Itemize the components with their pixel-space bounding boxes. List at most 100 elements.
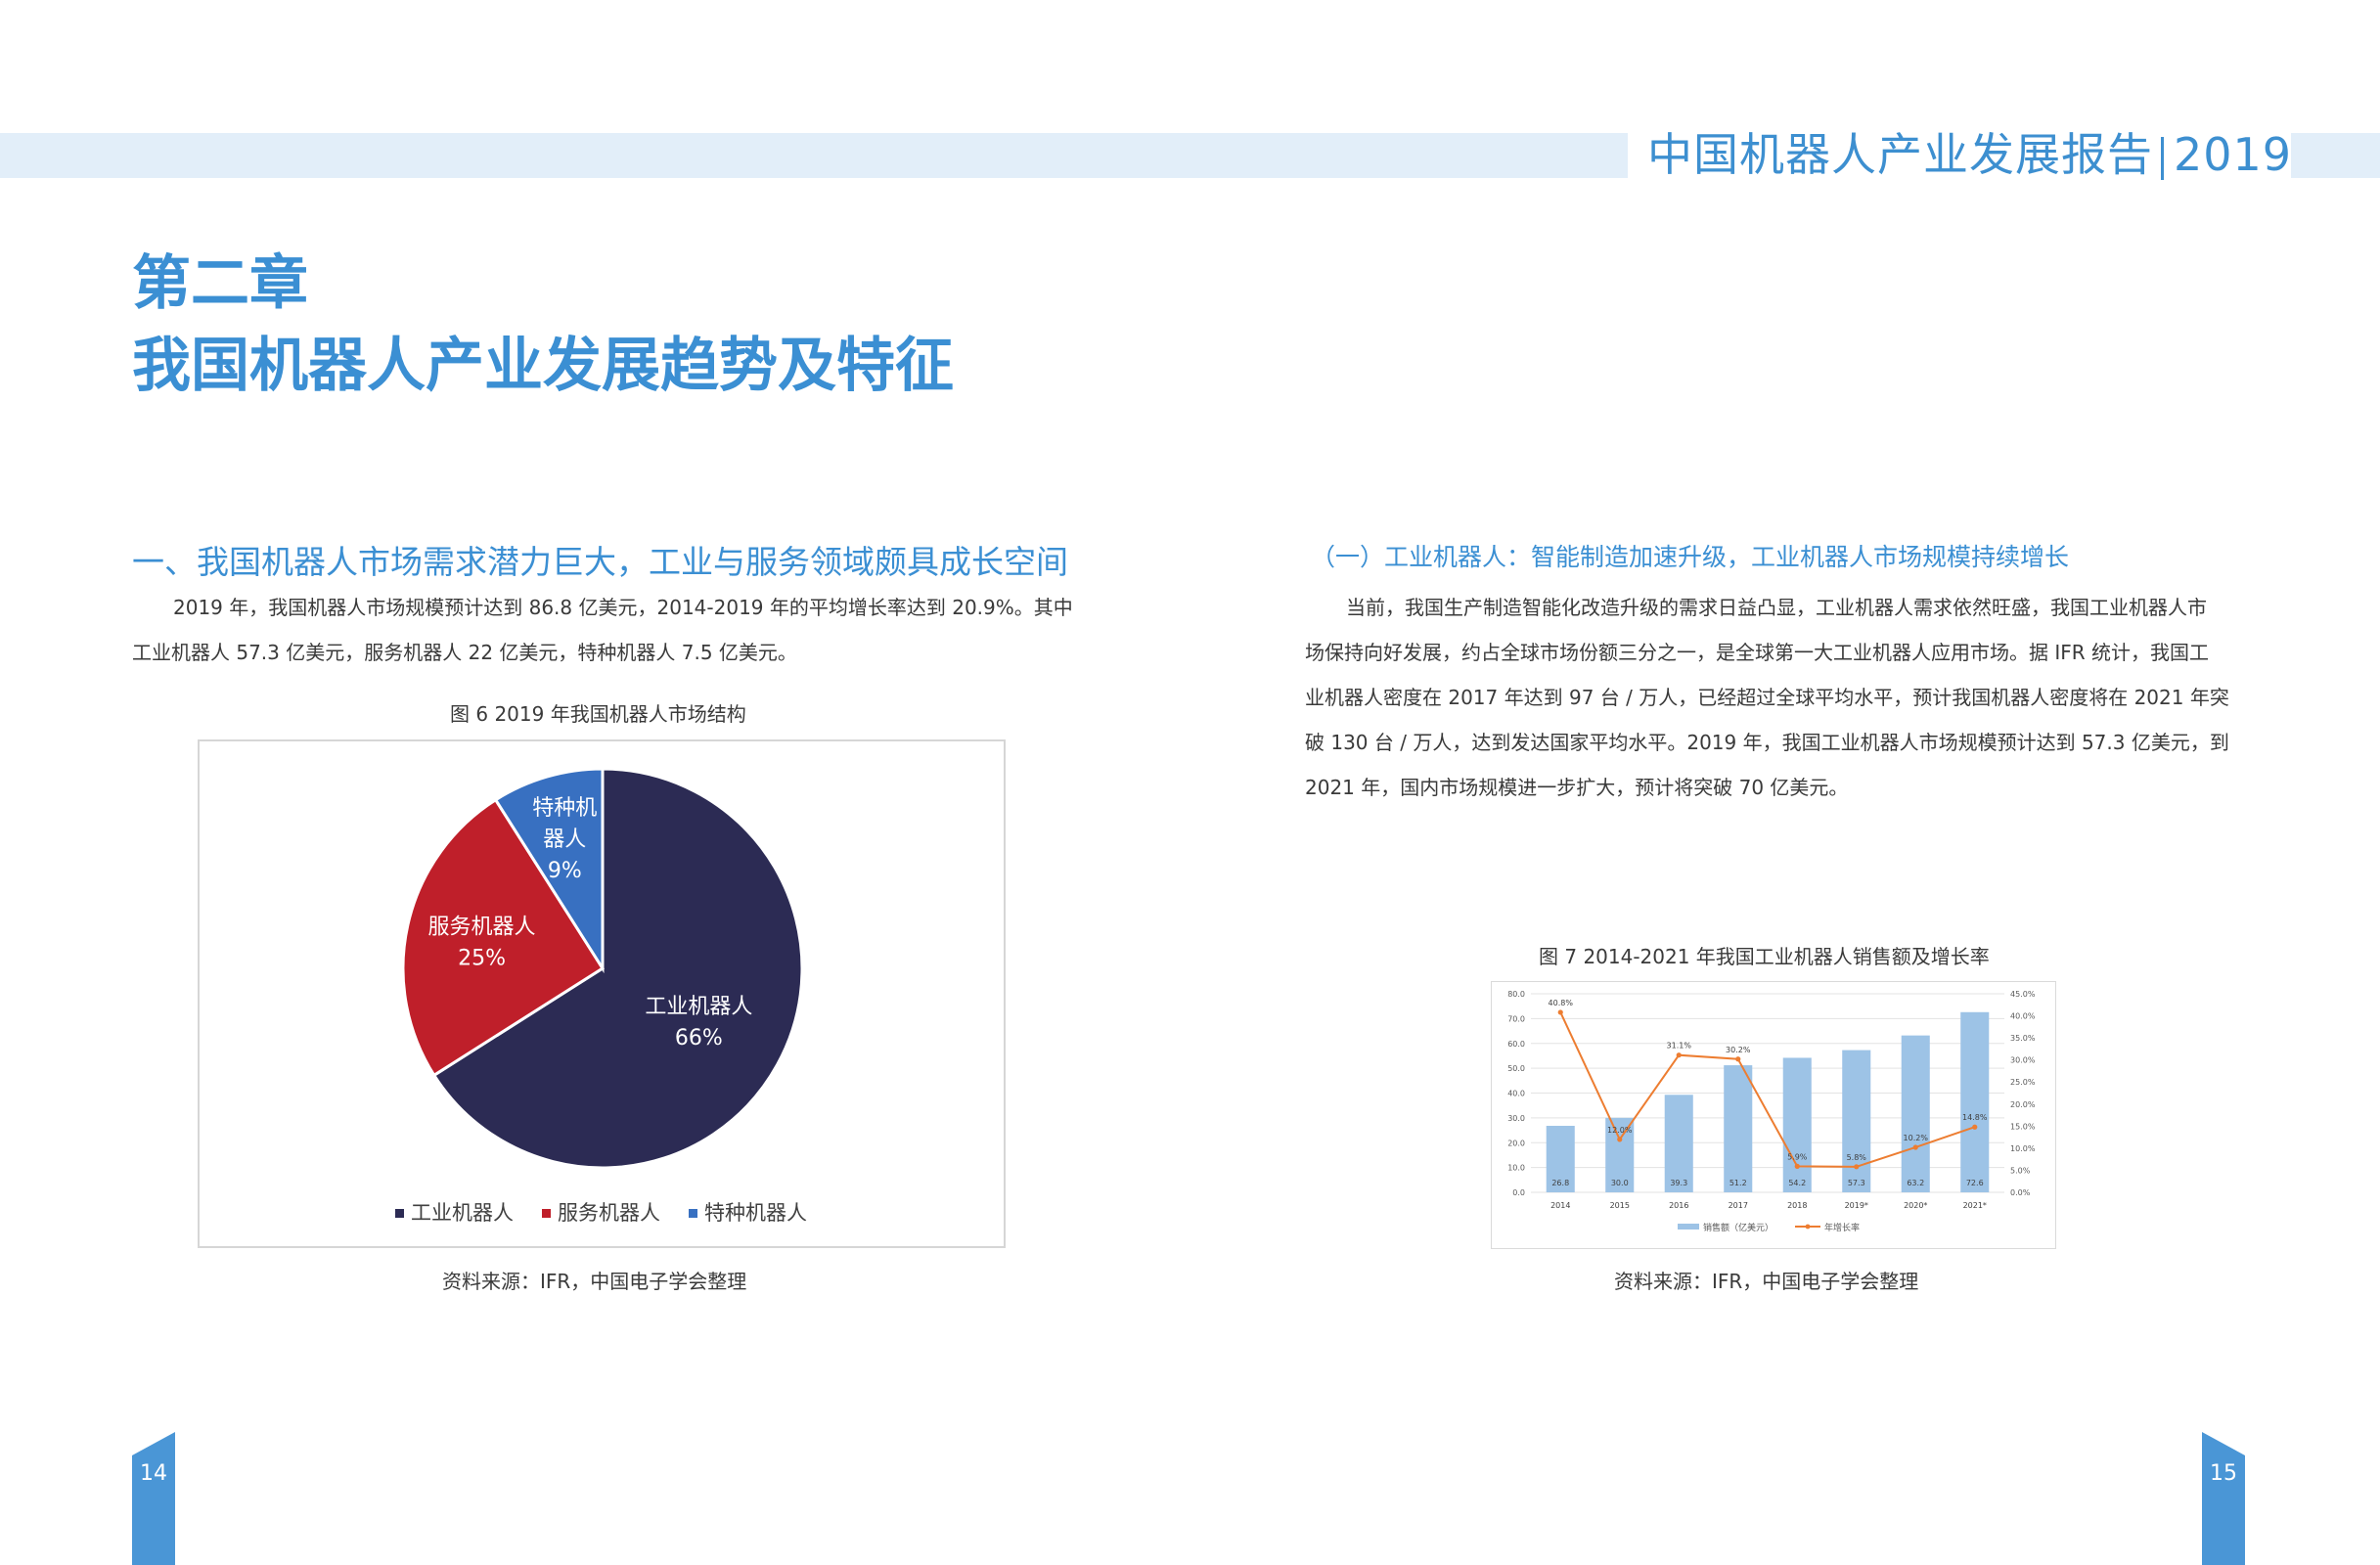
y-right-tick: 0.0% — [2010, 1188, 2031, 1197]
y-right-tick: 40.0% — [2010, 1012, 2036, 1021]
header-gap — [1628, 127, 2291, 184]
figure-6-source: 资料来源：IFR，中国电子学会整理 — [442, 1270, 747, 1293]
bar-value-label: 26.8 — [1551, 1179, 1569, 1187]
y-right-tick: 10.0% — [2010, 1144, 2036, 1153]
pie-pct-label: 25% — [458, 946, 506, 970]
legend-label: 年增长率 — [1824, 1222, 1860, 1233]
paragraph-line: 工业机器人 57.3 亿美元，服务机器人 22 亿美元，特种机器人 7.5 亿美… — [132, 641, 797, 664]
x-tick-label: 2018 — [1787, 1201, 1807, 1210]
bar — [1664, 1095, 1693, 1192]
chapter-number: 第二章 — [132, 249, 308, 318]
page-number-left: 14 — [140, 1461, 167, 1486]
legend-swatch — [395, 1209, 404, 1218]
legend-label: 销售额（亿美元） — [1703, 1222, 1774, 1233]
y-left-tick: 50.0 — [1507, 1064, 1525, 1073]
x-tick-label: 2020* — [1904, 1201, 1927, 1210]
pie-slice-label: 工业机器人 — [645, 995, 752, 1019]
y-left-tick: 20.0 — [1507, 1139, 1525, 1147]
bar-value-label: 63.2 — [1907, 1179, 1924, 1187]
y-left-tick: 60.0 — [1507, 1040, 1525, 1049]
x-tick-label: 2015 — [1610, 1201, 1630, 1210]
bar-value-label: 54.2 — [1788, 1179, 1806, 1187]
legend-label: 服务机器人 — [558, 1201, 660, 1225]
y-left-tick: 80.0 — [1507, 990, 1525, 999]
bar-value-label: 72.6 — [1966, 1179, 1984, 1187]
pie-slice — [493, 767, 605, 974]
bar — [1605, 1117, 1635, 1192]
x-tick-label: 2014 — [1550, 1201, 1570, 1210]
pie-pct-label: 66% — [675, 1026, 723, 1051]
bar-value-label: 57.3 — [1848, 1179, 1865, 1187]
y-left-tick: 70.0 — [1507, 1014, 1525, 1023]
growth-label: 5.9% — [1787, 1152, 1808, 1161]
bar-line-chart: 26.8 30.0 39.3 51.2 54.2 57.3 63.2 72.6 40.8% 12… — [1507, 990, 2036, 1233]
growth-label: 12.0% — [1607, 1126, 1633, 1135]
legend-marker — [1805, 1224, 1811, 1230]
y-left-tick: 40.0 — [1507, 1090, 1525, 1098]
figure-6-caption: 图 6 2019 年我国机器人市场结构 — [450, 702, 746, 726]
growth-point — [1617, 1137, 1623, 1142]
left-paragraph: 2019 年，我国机器人市场规模预计达到 86.8 亿美元，2014-2019 … — [132, 585, 1073, 675]
y-left-tick: 30.0 — [1507, 1114, 1525, 1123]
pie-chart-frame: 工业机器人 66% 服务机器人 25% 特种机 器人 9% 工业机器人 服务机器人 特种机器人 — [198, 739, 1006, 1248]
bar-value-label: 30.0 — [1611, 1179, 1629, 1187]
title-separator — [2161, 136, 2164, 180]
y-right-tick: 5.0% — [2010, 1166, 2031, 1175]
paragraph-line: 2021 年，国内市场规模进一步扩大，预计将突破 70 亿美元。 — [1305, 776, 1849, 799]
report-year: 2019 — [2174, 128, 2293, 181]
growth-point — [1912, 1144, 1918, 1150]
pie-slice-label: 服务机器人 — [428, 915, 536, 939]
paragraph-line: 当前，我国生产制造智能化改造升级的需求日益凸显，工业机器人需求依然旺盛，我国工业… — [1346, 596, 2207, 619]
bar — [1960, 1011, 1990, 1192]
x-tick-label: 2016 — [1669, 1201, 1688, 1210]
growth-point — [1676, 1052, 1682, 1058]
paragraph-line: 场保持向好发展，约占全球市场份额三分之一，是全球第一大工业机器人应用市场。据 I… — [1305, 641, 2210, 664]
growth-label: 40.8% — [1549, 999, 1574, 1007]
bar — [1901, 1035, 1930, 1192]
subsection-title: （一）工业机器人：智能制造加速升级，工业机器人市场规模持续增长 — [1311, 543, 2070, 571]
bar-chart-frame: 26.8 30.0 39.3 51.2 54.2 57.3 63.2 72.6 40.8% 12… — [1491, 981, 2056, 1249]
growth-label: 30.2% — [1726, 1046, 1751, 1054]
legend-label: 特种机器人 — [704, 1201, 807, 1225]
x-tick-label: 2019* — [1845, 1201, 1868, 1210]
chapter-title: 我国机器人产业发展趋势及特征 — [132, 332, 954, 400]
report-title-text: 中国机器人产业发展报告 — [1647, 128, 2153, 181]
pie-slice-label: 器人 — [543, 827, 586, 852]
growth-line — [1559, 1011, 1976, 1168]
pie-slice-label: 特种机 — [532, 796, 597, 821]
y-left-tick: 0.0 — [1512, 1188, 1525, 1197]
bar-value-label: 39.3 — [1670, 1179, 1687, 1187]
growth-point — [1854, 1164, 1860, 1170]
right-paragraph: 当前，我国生产制造智能化改造升级的需求日益凸显，工业机器人需求依然旺盛，我国工业… — [1305, 585, 2246, 810]
figure-7-caption: 图 7 2014-2021 年我国工业机器人销售额及增长率 — [1539, 945, 1990, 968]
y-right-tick: 25.0% — [2010, 1078, 2036, 1087]
y-left-tick: 10.0 — [1507, 1164, 1525, 1173]
paragraph-line: 业机器人密度在 2017 年达到 97 台 / 万人，已经超过全球平均水平，预计… — [1305, 686, 2229, 709]
y-right-tick: 20.0% — [2010, 1100, 2036, 1109]
pie-slice — [431, 767, 804, 1170]
growth-point — [1557, 1009, 1563, 1015]
legend-swatch-bar — [1678, 1224, 1699, 1230]
legend-swatch — [542, 1209, 551, 1218]
section-title: 一、我国机器人市场需求潜力巨大，工业与服务领域颇具成长空间 — [132, 543, 1068, 581]
growth-point — [1972, 1124, 1978, 1130]
growth-label: 14.8% — [1962, 1113, 1988, 1122]
pie-pct-label: 9% — [548, 859, 582, 883]
legend-label: 工业机器人 — [411, 1201, 514, 1225]
bar — [1782, 1057, 1812, 1192]
legend-swatch — [689, 1209, 697, 1218]
growth-point — [1735, 1056, 1741, 1062]
y-right-tick: 30.0% — [2010, 1056, 2036, 1065]
x-tick-label: 2021* — [1963, 1201, 1987, 1210]
growth-label: 10.2% — [1904, 1134, 1929, 1142]
pie-slice — [401, 797, 606, 1078]
bar — [1842, 1050, 1871, 1192]
x-tick-label: 2017 — [1729, 1201, 1748, 1210]
bar-value-label: 51.2 — [1729, 1179, 1747, 1187]
bar — [1546, 1125, 1575, 1192]
page-tab-left — [132, 1432, 175, 1565]
paragraph-line: 破 130 台 / 万人，达到发达国家平均水平。2019 年，我国工业机器人市场… — [1305, 731, 2229, 754]
y-right-tick: 15.0% — [2010, 1122, 2036, 1131]
page-tab-right — [2202, 1432, 2245, 1565]
